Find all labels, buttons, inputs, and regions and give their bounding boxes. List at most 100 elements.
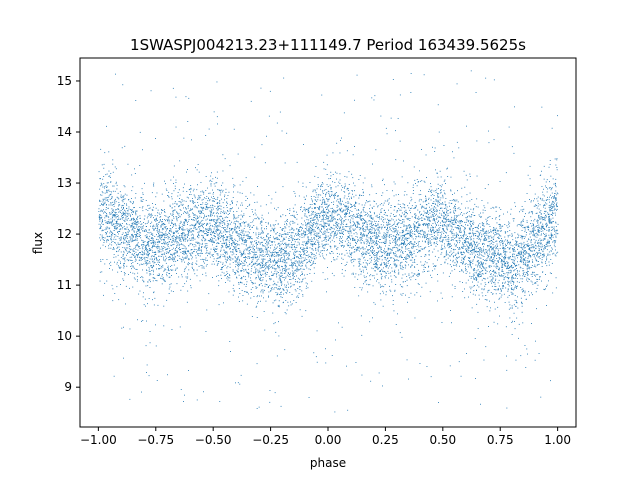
- data-point: [132, 211, 134, 213]
- data-point: [357, 215, 359, 216]
- data-point: [216, 222, 217, 224]
- data-point: [232, 249, 233, 251]
- data-point: [193, 236, 194, 238]
- data-point: [549, 240, 550, 242]
- data-point: [386, 221, 387, 223]
- data-point: [168, 241, 170, 243]
- data-point: [500, 275, 501, 277]
- data-point: [217, 208, 219, 210]
- data-point: [456, 257, 458, 259]
- data-point: [309, 222, 310, 224]
- data-point: [253, 282, 254, 284]
- data-point: [231, 200, 233, 202]
- data-point: [203, 191, 205, 193]
- data-point: [136, 235, 138, 236]
- data-point: [332, 174, 334, 175]
- data-point: [388, 248, 390, 250]
- data-point: [528, 278, 529, 280]
- data-point: [187, 214, 189, 216]
- data-point: [220, 261, 222, 263]
- data-point: [383, 224, 384, 226]
- data-point: [499, 241, 500, 242]
- data-point: [259, 233, 261, 235]
- data-point: [114, 215, 116, 216]
- data-point: [354, 215, 356, 217]
- data-point: [207, 230, 209, 231]
- data-point: [516, 237, 518, 239]
- data-point: [432, 236, 434, 238]
- data-point: [367, 239, 368, 241]
- data-point: [463, 258, 465, 260]
- data-point: [373, 99, 375, 101]
- data-point: [538, 215, 539, 217]
- data-point: [149, 274, 151, 276]
- data-point: [259, 295, 260, 297]
- data-point: [519, 266, 521, 268]
- data-point: [256, 245, 257, 247]
- data-point: [384, 241, 386, 242]
- data-point: [173, 183, 174, 184]
- data-point: [366, 200, 367, 201]
- data-point: [425, 212, 427, 214]
- data-point: [404, 191, 406, 192]
- data-point: [493, 274, 494, 276]
- data-point: [135, 212, 137, 214]
- data-point: [242, 300, 244, 302]
- data-point: [144, 256, 146, 258]
- data-point: [440, 213, 442, 215]
- data-point: [216, 215, 218, 217]
- data-point: [210, 205, 212, 207]
- data-point: [553, 221, 554, 222]
- data-point: [133, 217, 134, 219]
- data-point: [434, 235, 435, 236]
- data-point: [503, 240, 505, 242]
- data-point: [458, 225, 460, 227]
- data-point: [435, 236, 437, 238]
- data-point: [547, 253, 549, 255]
- data-point: [543, 206, 544, 208]
- data-point: [299, 269, 301, 271]
- data-point: [488, 253, 490, 255]
- data-point: [520, 261, 522, 263]
- data-point: [312, 191, 314, 193]
- data-point: [179, 209, 181, 210]
- data-point: [345, 213, 347, 214]
- data-point: [346, 252, 348, 254]
- data-point: [498, 233, 500, 235]
- data-point: [370, 261, 372, 263]
- data-point: [384, 256, 386, 258]
- data-point: [273, 280, 275, 282]
- data-point: [423, 223, 425, 224]
- data-point: [406, 226, 408, 228]
- data-point: [421, 205, 423, 207]
- data-point: [437, 300, 438, 302]
- data-point: [221, 236, 222, 238]
- data-point: [393, 195, 395, 197]
- data-point: [279, 294, 281, 295]
- data-point: [363, 257, 364, 259]
- data-point: [435, 190, 437, 191]
- data-point: [176, 273, 177, 274]
- data-point: [235, 224, 236, 226]
- data-point: [174, 209, 176, 211]
- data-point: [507, 236, 509, 238]
- data-point: [533, 254, 535, 255]
- data-point: [450, 190, 452, 192]
- data-point: [513, 261, 515, 263]
- data-point: [425, 195, 426, 197]
- data-point: [297, 268, 298, 270]
- data-point: [167, 234, 168, 235]
- data-point: [196, 207, 198, 209]
- data-point: [123, 216, 124, 218]
- data-point: [305, 243, 307, 245]
- data-point: [105, 204, 107, 206]
- data-point: [185, 251, 187, 252]
- data-point: [113, 236, 115, 238]
- data-point: [146, 234, 148, 236]
- data-point: [388, 209, 389, 211]
- data-point: [289, 224, 291, 226]
- data-point: [260, 232, 262, 234]
- data-point: [109, 232, 111, 234]
- data-point: [321, 206, 323, 208]
- data-point: [215, 251, 216, 253]
